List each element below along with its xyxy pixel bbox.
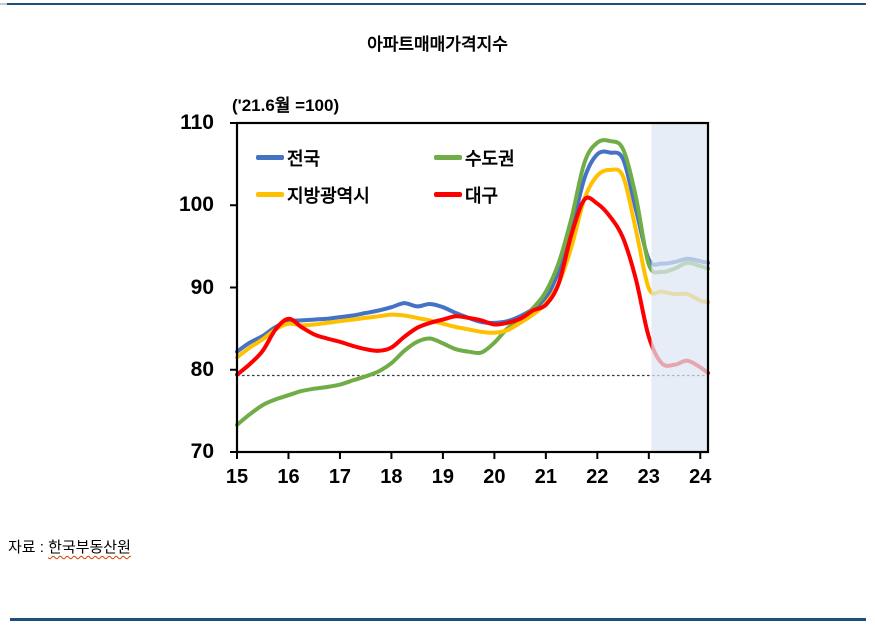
- x-axis-tick-label: 17: [328, 466, 352, 488]
- legend-item-metro-area: 수도권: [434, 139, 515, 176]
- series-line-3: [235, 195, 710, 377]
- chart-title: 아파트매매가격지수: [367, 35, 508, 54]
- legend-item-regional-cities: 지방광역시: [256, 176, 434, 213]
- y-axis-tick-label: 80: [190, 357, 214, 381]
- series-line-1: [235, 138, 710, 427]
- y-axis-tick-label: 70: [190, 440, 214, 463]
- x-axis-tick-label: 21: [534, 466, 557, 488]
- legend-item-nationwide: 전국: [256, 139, 434, 176]
- x-axis-tick-label: 18: [380, 466, 403, 488]
- legend-label-nationwide: 전국: [287, 148, 321, 169]
- x-axis-tick-label: 23: [637, 466, 660, 488]
- x-axis-tick-label: 22: [586, 466, 609, 488]
- y-axis-tick-label: 100: [178, 193, 214, 217]
- x-axis-tick-label: 15: [225, 466, 249, 488]
- legend-swatch-regional-cities: [256, 192, 284, 197]
- legend-label-daegu: 대구: [465, 185, 499, 206]
- x-axis-tick-label: 20: [483, 466, 506, 488]
- legend-label-metro-area: 수도권: [465, 148, 515, 169]
- top-left-gray-segment: [0, 3, 7, 5]
- series-line-2: [235, 167, 710, 360]
- x-axis-tick-label: 19: [431, 466, 455, 488]
- chart-subtitle: ('21.6월 =100): [232, 96, 340, 115]
- chart-legend: 전국 수도권 지방광역시 대구: [256, 139, 515, 213]
- x-axis-tick-label: 16: [277, 466, 300, 488]
- source-prefix: 자료 :: [8, 539, 49, 556]
- shaded-forecast-region: [651, 123, 708, 452]
- legend-swatch-metro-area: [434, 155, 462, 160]
- x-axis-tick-label: 24: [689, 466, 712, 488]
- legend-label-regional-cities: 지방광역시: [287, 185, 370, 206]
- y-axis-tick-label: 90: [190, 275, 214, 299]
- line-chart: 70 80 90 100 110 15 16 17 18 19 20 21 22 23 24 전국 수도권…: [150, 111, 760, 508]
- source-note: 자료 : 한국부동산원: [8, 536, 131, 557]
- legend-item-daegu: 대구: [434, 176, 515, 213]
- source-link: 한국부동산원: [48, 539, 131, 556]
- top-divider-line: [7, 3, 866, 5]
- line-chart-canvas: [230, 121, 710, 459]
- bottom-divider-line: [10, 618, 866, 621]
- y-axis-tick-label: 110: [180, 111, 214, 134]
- legend-swatch-daegu: [434, 192, 462, 197]
- legend-swatch-nationwide: [256, 155, 284, 160]
